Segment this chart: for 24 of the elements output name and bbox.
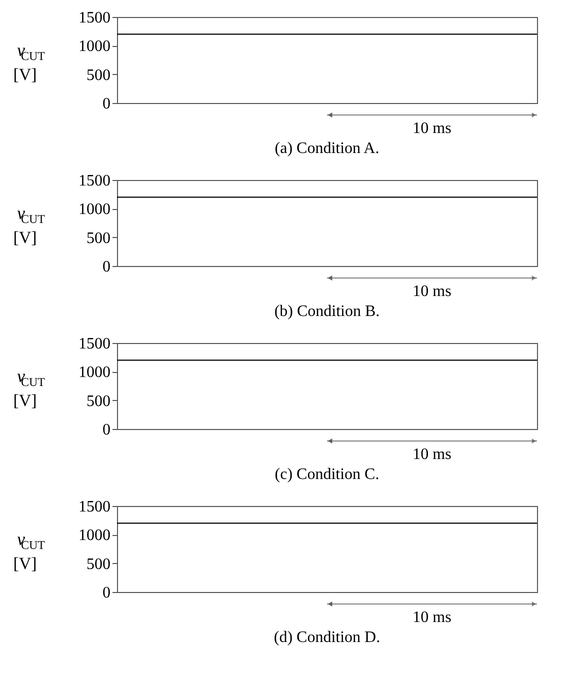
y-tick-label: 0 [102,584,110,602]
y-tick-label: 500 [86,556,110,573]
y-tick-label: 1500 [78,10,110,26]
text: 10 ms [412,609,452,626]
y-tick-label: 1000 [78,38,110,56]
text: 10 ms [412,120,452,137]
y-tick-label: 1500 [78,498,110,516]
y-tick-label: 1000 [78,364,110,382]
y-tick-label: 1000 [78,201,110,218]
y-tick-label: 0 [102,258,110,276]
y-tick-label: 1500 [78,172,110,190]
text: 10 ms [412,283,452,300]
y-tick-label: 1000 [78,527,110,544]
text: (a) Condition A. [274,140,380,157]
y-tick-label: 500 [86,230,110,247]
text: (c) Condition C. [274,466,380,483]
y-tick-label: 0 [102,422,110,438]
text: (b) Condition B. [274,303,380,320]
y-tick-label: 500 [86,66,110,84]
y-tick-label: 500 [86,392,110,410]
y-tick-label: 0 [102,96,110,112]
text: 10 ms [412,446,452,463]
text: (d) Condition D. [274,629,380,646]
y-tick-label: 1500 [78,336,110,352]
